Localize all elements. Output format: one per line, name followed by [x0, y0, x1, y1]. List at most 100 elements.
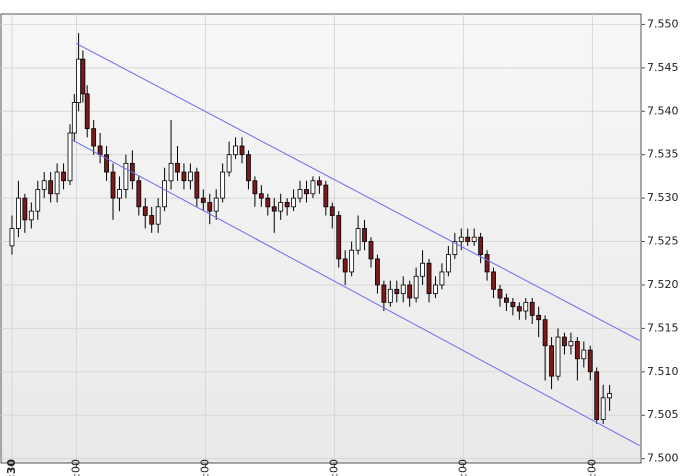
y-tick-label: 7.505 — [647, 408, 679, 421]
candle-body — [175, 162, 180, 173]
x-tick-label: 09:30 — [5, 459, 18, 476]
candle-body — [54, 171, 60, 195]
candle-body — [574, 341, 580, 360]
candle-body — [71, 102, 77, 134]
candle-body — [504, 297, 509, 303]
candle-body — [342, 258, 348, 273]
candle-body — [581, 349, 587, 360]
candle-body — [310, 180, 316, 195]
y-tick-label: 7.515 — [647, 321, 679, 334]
candle-body — [233, 145, 238, 156]
trend-line — [71, 139, 640, 447]
candle-body — [252, 180, 258, 195]
candle-body — [304, 189, 309, 195]
candle-body — [587, 349, 593, 373]
candle-body — [187, 171, 193, 182]
candle-body — [265, 197, 271, 208]
candle-body — [336, 215, 342, 260]
candle-body — [104, 154, 109, 173]
candle-body — [316, 180, 322, 186]
candle-body — [110, 171, 116, 199]
x-tick-label: 12:00 — [327, 459, 340, 476]
y-tick-label: 7.500 — [647, 452, 679, 465]
candle-body — [213, 197, 219, 212]
candle-body — [149, 215, 155, 225]
candle-body — [61, 171, 66, 182]
candle-body — [368, 241, 374, 260]
candle-body — [349, 249, 355, 273]
candle-body — [542, 319, 548, 347]
y-tick-label: 7.525 — [647, 235, 679, 248]
candle-body — [375, 258, 380, 286]
y-tick-label: 7.520 — [647, 278, 679, 291]
trend-line — [76, 43, 640, 341]
candle-body — [9, 228, 15, 247]
candle-body — [28, 210, 34, 221]
candle-body — [355, 228, 361, 251]
candle-body — [35, 189, 41, 212]
x-tick-label: 10:00 — [69, 459, 82, 476]
candle-body — [271, 206, 277, 212]
candle-body — [594, 371, 600, 420]
candle-body — [491, 271, 496, 290]
x-tick-label: 11:00 — [198, 459, 211, 476]
candle-body — [297, 189, 303, 199]
candle-body — [458, 236, 464, 242]
candle-body — [529, 301, 535, 316]
candle-body — [323, 184, 329, 208]
candle-body — [181, 171, 187, 182]
candle-body — [568, 341, 574, 347]
candle-body — [497, 288, 503, 299]
candle-body — [168, 162, 174, 182]
candle-body — [510, 301, 516, 308]
candle-body — [465, 236, 471, 242]
candle-body — [284, 202, 290, 208]
candle-body — [452, 241, 458, 255]
candle-body — [400, 284, 406, 295]
candle-body — [207, 202, 213, 212]
candle-body — [549, 345, 554, 377]
candle-body — [607, 393, 613, 399]
y-tick-label: 7.510 — [647, 365, 679, 378]
candle-body — [426, 262, 432, 295]
candle-body — [381, 284, 387, 303]
candle-body — [439, 271, 445, 286]
y-tick-label: 7.540 — [647, 104, 679, 117]
candle-body — [16, 197, 21, 229]
candle-body — [48, 180, 54, 195]
candle-body — [600, 397, 606, 420]
candle-body — [239, 145, 245, 156]
y-tick-label: 7.535 — [647, 148, 679, 161]
candle-body — [76, 58, 82, 103]
candle-body — [162, 180, 168, 208]
y-tick-label: 7.530 — [647, 191, 679, 204]
candle-body — [394, 288, 400, 295]
candle-body — [407, 284, 413, 299]
candle-body — [97, 145, 103, 156]
candle-body — [445, 254, 451, 273]
candle-body — [420, 262, 425, 277]
candle-body — [220, 171, 226, 199]
candle-body — [362, 228, 367, 242]
candle-body — [136, 180, 142, 208]
y-tick-label: 7.545 — [647, 61, 679, 74]
candle-body — [555, 336, 561, 377]
candle-body — [194, 171, 200, 199]
plot-area — [0, 13, 642, 464]
candle-body — [91, 128, 97, 147]
candle-body — [117, 189, 122, 199]
candle-body — [258, 193, 264, 199]
candle-body — [329, 206, 335, 216]
candle-body — [123, 162, 129, 190]
candle-body — [291, 197, 296, 208]
candle-body — [387, 288, 393, 303]
x-tick-label: 14:00 — [585, 459, 598, 476]
x-tick-label: 13:00 — [456, 459, 469, 476]
candle-body — [484, 254, 490, 273]
candle-body — [246, 154, 251, 182]
candle-body — [536, 314, 542, 321]
candle-body — [471, 236, 477, 242]
candle-body — [80, 58, 86, 95]
candle-body — [200, 197, 206, 203]
